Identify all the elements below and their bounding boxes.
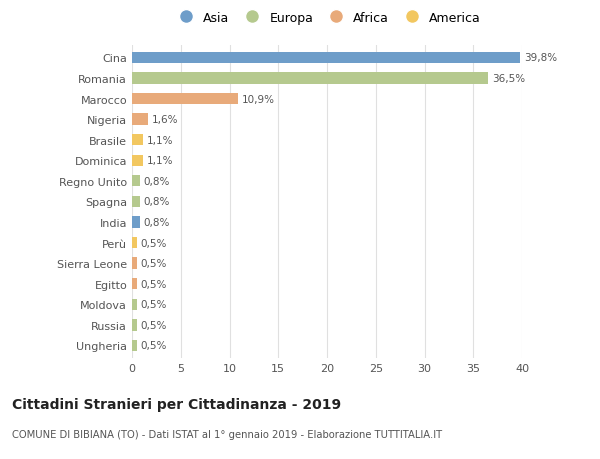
Text: 0,5%: 0,5% [141,320,167,330]
Text: 0,8%: 0,8% [144,218,170,228]
Bar [132,279,137,290]
Bar [132,114,148,125]
Text: 0,5%: 0,5% [141,279,167,289]
Bar [132,155,143,167]
Text: 0,8%: 0,8% [144,176,170,186]
Text: 0,5%: 0,5% [141,300,167,310]
Bar [132,53,520,64]
Text: Cittadini Stranieri per Cittadinanza - 2019: Cittadini Stranieri per Cittadinanza - 2… [12,397,341,411]
Bar [132,319,137,331]
Bar [132,196,140,207]
Bar [132,299,137,310]
Bar [132,176,140,187]
Bar [132,134,143,146]
Bar [132,73,488,84]
Text: 0,8%: 0,8% [144,197,170,207]
Text: 0,5%: 0,5% [141,258,167,269]
Text: 39,8%: 39,8% [524,53,557,63]
Bar [132,217,140,228]
Text: 1,1%: 1,1% [146,156,173,166]
Text: 36,5%: 36,5% [492,74,525,84]
Bar [132,237,137,249]
Bar [132,94,238,105]
Bar [132,340,137,351]
Text: 10,9%: 10,9% [242,94,275,104]
Text: 0,5%: 0,5% [141,341,167,351]
Text: COMUNE DI BIBIANA (TO) - Dati ISTAT al 1° gennaio 2019 - Elaborazione TUTTITALIA: COMUNE DI BIBIANA (TO) - Dati ISTAT al 1… [12,429,442,439]
Text: 0,5%: 0,5% [141,238,167,248]
Legend: Asia, Europa, Africa, America: Asia, Europa, Africa, America [170,9,484,27]
Text: 1,6%: 1,6% [151,115,178,125]
Bar [132,258,137,269]
Text: 1,1%: 1,1% [146,135,173,146]
